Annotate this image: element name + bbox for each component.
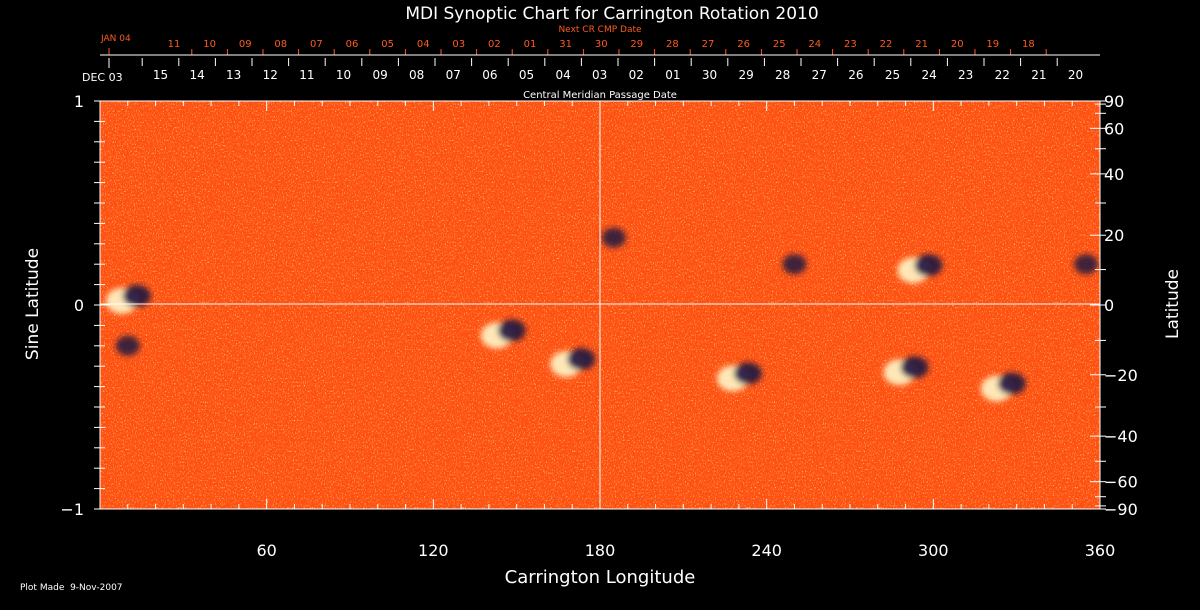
negative-polarity-region	[497, 319, 526, 342]
next-cr-date-label: 24	[808, 39, 821, 50]
y-axis-right: 90 60 40 20 0 −20 −40 −60 −90	[1090, 92, 1138, 519]
next-cr-date-label: 22	[880, 39, 893, 50]
next-cr-date-label: 06	[346, 39, 359, 50]
next-cr-date-label: 11	[168, 39, 181, 50]
y-right-tick-label: 40	[1104, 165, 1124, 184]
negative-polarity-region	[567, 348, 596, 371]
y-right-tick-label: −40	[1104, 427, 1138, 446]
next-cr-start-label: JAN 04	[100, 34, 131, 44]
cmp-start-label: DEC 03	[82, 71, 123, 84]
y-right-tick-label: 60	[1104, 119, 1124, 138]
next-cr-date-label: 20	[951, 39, 964, 50]
y-right-tick-label: −20	[1104, 366, 1138, 385]
x-axis: 60 120 180 240 300 360	[99, 101, 1116, 560]
cmp-date-label: 03	[592, 68, 607, 82]
y-left-tick-label: 1	[74, 92, 84, 111]
negative-polarity-region	[782, 254, 807, 275]
next-cr-date-label: 25	[773, 39, 786, 50]
cmp-date-label: 02	[629, 68, 644, 82]
y-right-tick-label: 20	[1104, 226, 1124, 245]
x-tick-label: 120	[418, 541, 449, 560]
next-cr-date-label: 01	[524, 39, 537, 50]
x-tick-label: 360	[1085, 541, 1116, 560]
next-cr-date-label: 31	[559, 39, 572, 50]
x-tick-label: 180	[585, 541, 616, 560]
cmp-date-label: 15	[153, 68, 168, 82]
cmp-date-label: 04	[555, 68, 570, 82]
next-cr-date-label: 18	[1022, 39, 1035, 50]
next-cr-date-label: 07	[310, 39, 323, 50]
next-cr-date-axis: 11 10 09 08 07 06 05 04 03 02 01 31 30 29 28 27 26 25 24 23…	[108, 39, 1047, 55]
x-tick-label: 300	[918, 541, 949, 560]
cmp-date-label: 27	[812, 68, 827, 82]
cmp-date-label: 01	[665, 68, 680, 82]
next-cr-date-label: 05	[381, 39, 394, 50]
cmp-date-axis: 15 14 13 12 11 10 09 08 07 06 05 04 03 02 01 30 29 28 27 26…	[108, 58, 1083, 82]
next-cr-date-label: 10	[203, 39, 216, 50]
cmp-axis-label: Central Meridian Passage Date	[523, 90, 677, 101]
cmp-date-label: 21	[1031, 68, 1046, 82]
chart-title: MDI Synoptic Chart for Carrington Rotati…	[405, 4, 818, 24]
next-cr-date-label: 03	[452, 39, 465, 50]
cmp-date-label: 12	[263, 68, 278, 82]
cmp-date-label: 25	[885, 68, 900, 82]
cmp-date-label: 22	[995, 68, 1010, 82]
cmp-date-label: 26	[848, 68, 863, 82]
next-cr-date-label: 29	[630, 39, 643, 50]
x-tick-label: 240	[751, 541, 782, 560]
y-axis-left-title: Sine Latitude	[23, 248, 43, 360]
y-right-tick-label: 0	[1104, 296, 1114, 315]
negative-polarity-region	[122, 284, 151, 307]
next-cr-date-label: 28	[666, 39, 679, 50]
cmp-date-label: 23	[958, 68, 973, 82]
cmp-date-label: 10	[336, 68, 351, 82]
negative-polarity-region	[900, 356, 929, 379]
cmp-date-label: 06	[482, 68, 497, 82]
negative-polarity-region	[914, 254, 943, 277]
next-cr-date-label: 21	[915, 39, 928, 50]
y-right-tick-label: 90	[1104, 92, 1124, 111]
cmp-date-label: 28	[775, 68, 790, 82]
cmp-date-label: 11	[299, 68, 314, 82]
next-cr-date-label: 27	[702, 39, 715, 50]
next-cr-date-label: 19	[986, 39, 999, 50]
next-cr-date-label: 04	[417, 39, 430, 50]
cmp-date-label: 24	[921, 68, 936, 82]
cmp-date-label: 05	[519, 68, 534, 82]
y-left-tick-label: 0	[74, 296, 84, 315]
x-axis-title: Carrington Longitude	[505, 567, 696, 588]
next-cr-date-label: 02	[488, 39, 501, 50]
cmp-date-label: 08	[409, 68, 424, 82]
cmp-date-label: 29	[738, 68, 753, 82]
y-right-tick-label: −90	[1104, 500, 1138, 519]
negative-polarity-region	[1074, 254, 1099, 275]
negative-polarity-region	[115, 335, 140, 356]
negative-polarity-region	[601, 227, 626, 248]
next-cr-date-label: 23	[844, 39, 857, 50]
y-axis-right-title: Latitude	[1163, 269, 1183, 339]
cmp-date-label: 07	[446, 68, 461, 82]
y-axis-left: 1 0 −1	[60, 92, 110, 519]
negative-polarity-region	[733, 362, 762, 385]
cmp-date-label: 20	[1068, 68, 1083, 82]
y-right-tick-label: −60	[1104, 473, 1138, 492]
next-cr-date-label: 26	[737, 39, 750, 50]
x-tick-label: 60	[256, 541, 276, 560]
footer-note: Plot Made 9-Nov-2007	[20, 583, 123, 593]
cmp-date-label: 09	[372, 68, 387, 82]
cmp-date-label: 13	[226, 68, 241, 82]
cmp-date-label: 14	[189, 68, 204, 82]
next-cr-label: Next CR CMP Date	[558, 25, 642, 35]
y-left-tick-label: −1	[60, 500, 84, 519]
next-cr-date-label: 30	[595, 39, 608, 50]
cmp-date-label: 30	[702, 68, 717, 82]
next-cr-date-label: 08	[274, 39, 287, 50]
next-cr-date-label: 09	[239, 39, 252, 50]
negative-polarity-region	[997, 372, 1026, 395]
